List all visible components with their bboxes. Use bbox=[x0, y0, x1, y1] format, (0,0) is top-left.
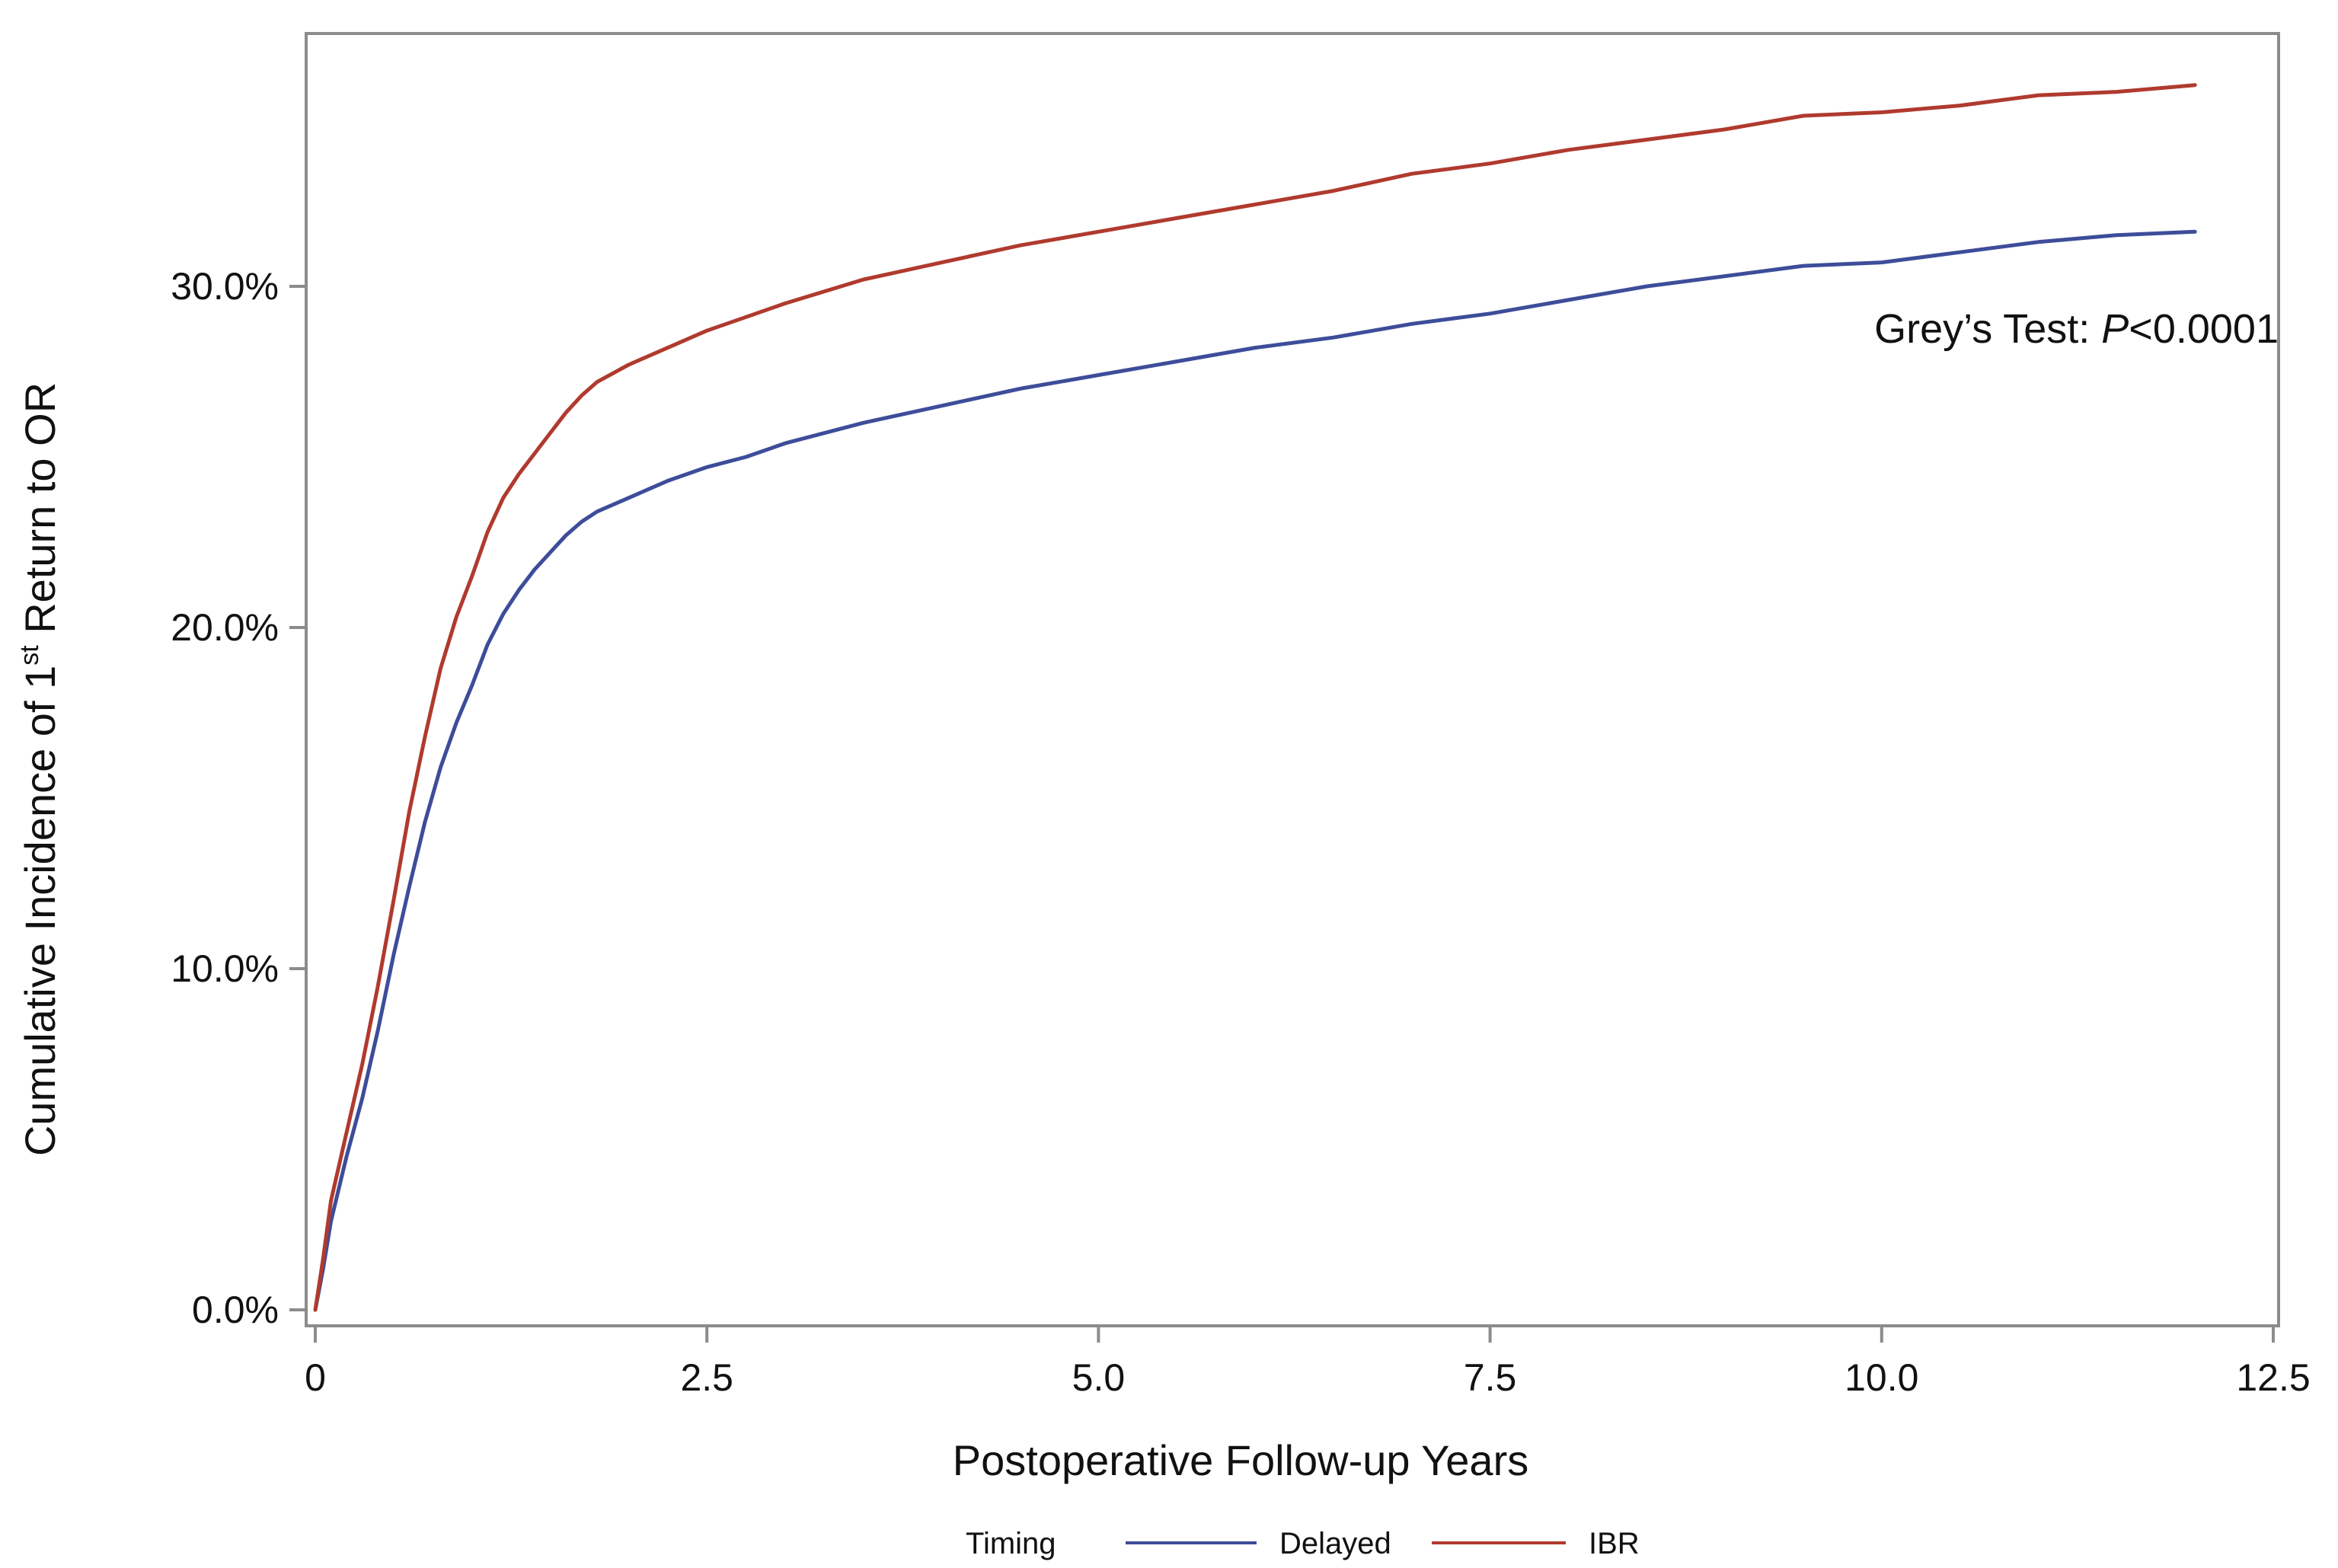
annotation-suffix: <0.0001 bbox=[2129, 306, 2279, 352]
y-tick-label: 10.0% bbox=[171, 947, 279, 990]
x-tick-label: 12.5 bbox=[2236, 1356, 2310, 1399]
y-axis-title-suffix: Return to OR bbox=[16, 382, 64, 645]
x-tick-label: 7.5 bbox=[1464, 1356, 1517, 1399]
x-tick-label: 2.5 bbox=[680, 1356, 733, 1399]
y-tick-label: 30.0% bbox=[171, 265, 279, 308]
annotation-grey-test: Grey’s Test: P<0.0001 bbox=[1874, 306, 2279, 352]
y-axis-title-prefix: Cumulative Incidence of 1 bbox=[16, 666, 64, 1156]
x-tick-label: 5.0 bbox=[1072, 1356, 1126, 1399]
series-line-ibr bbox=[313, 83, 2197, 1312]
legend-label-ibr: IBR bbox=[1589, 1527, 1640, 1560]
legend-title: Timing bbox=[966, 1527, 1056, 1560]
y-axis: 0.0% 10.0% 20.0% 30.0% bbox=[171, 265, 306, 1331]
x-tick-label: 10.0 bbox=[1845, 1356, 1918, 1399]
series-line-delayed bbox=[313, 229, 2197, 1312]
y-tick-label: 0.0% bbox=[192, 1289, 279, 1331]
annotation-prefix: Grey’s Test: bbox=[1874, 306, 2101, 352]
y-tick-label: 20.0% bbox=[171, 606, 279, 649]
legend-label-delayed: Delayed bbox=[1279, 1527, 1391, 1560]
y-axis-title: Cumulative Incidence of 1st Return to OR bbox=[15, 382, 64, 1156]
series-layer bbox=[313, 83, 2197, 1312]
x-tick-label: 0 bbox=[305, 1356, 326, 1399]
plot-frame bbox=[305, 32, 2280, 1327]
x-axis: 0 2.5 5.0 7.5 10.0 12.5 bbox=[305, 1326, 2311, 1399]
y-axis-title-superscript: st bbox=[15, 645, 44, 666]
x-axis-title: Postoperative Follow-up Years bbox=[953, 1436, 1528, 1484]
legend: Timing Delayed IBR bbox=[966, 1527, 1640, 1560]
annotation-p-italic: P bbox=[2101, 306, 2129, 352]
